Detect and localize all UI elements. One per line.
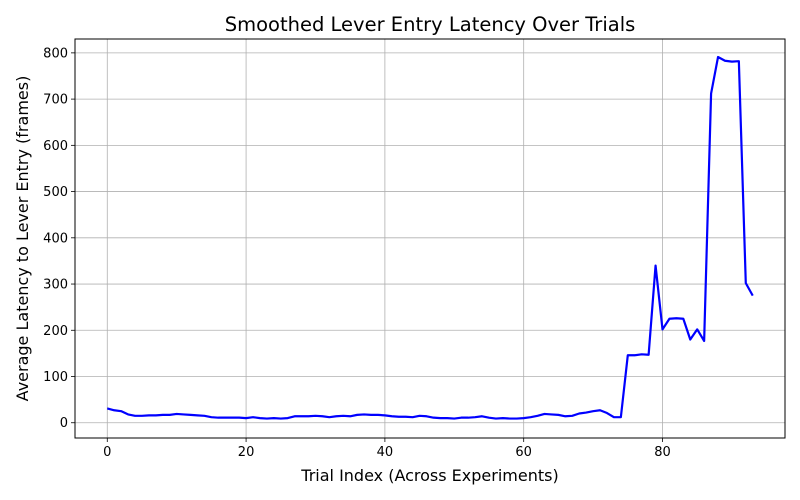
chart-title: Smoothed Lever Entry Latency Over Trials — [225, 13, 636, 36]
y-axis-label: Average Latency to Lever Entry (frames) — [13, 76, 32, 402]
grid-lines — [75, 39, 785, 438]
x-tick-label: 40 — [377, 445, 394, 460]
y-tick-label: 700 — [43, 93, 68, 108]
y-tick-label: 100 — [43, 370, 68, 385]
y-tick-label: 400 — [43, 231, 68, 246]
series-line — [106, 55, 754, 420]
series-group — [106, 55, 754, 420]
y-axis-ticks: 0 100 200 300 400 500 600 700 800 — [43, 46, 75, 431]
x-tick-label: 0 — [103, 445, 111, 460]
y-tick-label: 600 — [43, 139, 68, 154]
x-axis-label: Trial Index (Across Experiments) — [300, 466, 558, 485]
x-tick-label: 80 — [654, 445, 671, 460]
y-tick-label: 300 — [43, 278, 68, 293]
x-axis-ticks: 0 20 40 60 80 — [103, 438, 671, 460]
y-tick-label: 500 — [43, 185, 68, 200]
plot-frame — [74, 38, 786, 439]
y-tick-label: 800 — [43, 46, 68, 61]
y-tick-label: 200 — [43, 324, 68, 339]
y-tick-label: 0 — [60, 416, 68, 431]
x-tick-label: 60 — [515, 445, 532, 460]
x-tick-label: 20 — [238, 445, 255, 460]
